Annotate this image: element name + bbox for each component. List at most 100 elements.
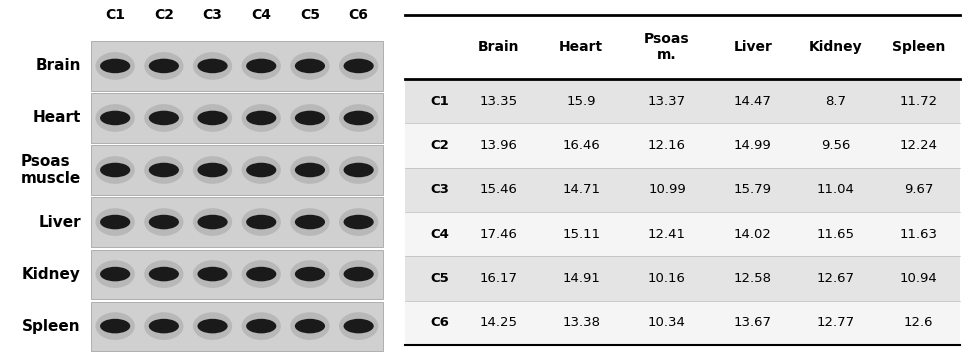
Ellipse shape bbox=[290, 104, 329, 132]
Ellipse shape bbox=[193, 52, 232, 80]
Bar bbox=[91, 302, 383, 351]
Text: 14.91: 14.91 bbox=[562, 272, 600, 285]
Ellipse shape bbox=[290, 208, 329, 236]
Text: Kidney: Kidney bbox=[22, 266, 81, 282]
Text: 11.72: 11.72 bbox=[899, 95, 938, 107]
Text: 14.02: 14.02 bbox=[734, 228, 771, 241]
Text: Heart: Heart bbox=[560, 40, 603, 54]
Ellipse shape bbox=[100, 319, 130, 333]
Ellipse shape bbox=[339, 260, 378, 288]
Text: 14.99: 14.99 bbox=[734, 139, 771, 152]
Ellipse shape bbox=[95, 312, 135, 340]
Bar bbox=[91, 93, 383, 143]
Text: 14.25: 14.25 bbox=[480, 316, 517, 329]
Text: C6: C6 bbox=[430, 316, 449, 329]
Ellipse shape bbox=[148, 163, 179, 177]
Text: 12.41: 12.41 bbox=[648, 228, 686, 241]
Ellipse shape bbox=[148, 59, 179, 73]
Text: 13.96: 13.96 bbox=[480, 139, 517, 152]
Text: 13.37: 13.37 bbox=[648, 95, 686, 107]
Ellipse shape bbox=[144, 260, 184, 288]
Text: 10.99: 10.99 bbox=[648, 183, 686, 196]
Text: Liver: Liver bbox=[39, 215, 81, 229]
Ellipse shape bbox=[247, 215, 276, 229]
Ellipse shape bbox=[247, 111, 276, 125]
Text: C1: C1 bbox=[430, 95, 449, 107]
Bar bbox=[405, 79, 960, 123]
Text: 12.6: 12.6 bbox=[904, 316, 933, 329]
Ellipse shape bbox=[197, 267, 227, 281]
Text: 12.77: 12.77 bbox=[817, 316, 855, 329]
Ellipse shape bbox=[197, 59, 227, 73]
Text: Liver: Liver bbox=[734, 40, 772, 54]
Text: 16.46: 16.46 bbox=[562, 139, 600, 152]
Ellipse shape bbox=[290, 52, 329, 80]
Text: Spleen: Spleen bbox=[892, 40, 946, 54]
Ellipse shape bbox=[247, 59, 276, 73]
Text: C5: C5 bbox=[430, 272, 449, 285]
Ellipse shape bbox=[242, 260, 281, 288]
Text: 8.7: 8.7 bbox=[825, 95, 846, 107]
Ellipse shape bbox=[290, 260, 329, 288]
Ellipse shape bbox=[100, 215, 130, 229]
Ellipse shape bbox=[95, 260, 135, 288]
Ellipse shape bbox=[242, 312, 281, 340]
Bar bbox=[405, 212, 960, 256]
Ellipse shape bbox=[339, 156, 378, 184]
Text: C1: C1 bbox=[105, 8, 125, 22]
Ellipse shape bbox=[193, 156, 232, 184]
Text: 13.35: 13.35 bbox=[480, 95, 517, 107]
Ellipse shape bbox=[193, 104, 232, 132]
Bar bbox=[91, 197, 383, 246]
Ellipse shape bbox=[100, 59, 130, 73]
Text: 11.04: 11.04 bbox=[817, 183, 855, 196]
Text: 13.38: 13.38 bbox=[562, 316, 600, 329]
Text: C3: C3 bbox=[430, 183, 449, 196]
Bar bbox=[91, 146, 383, 195]
Ellipse shape bbox=[339, 104, 378, 132]
Ellipse shape bbox=[242, 208, 281, 236]
Ellipse shape bbox=[247, 163, 276, 177]
Text: 14.71: 14.71 bbox=[562, 183, 600, 196]
Bar bbox=[91, 41, 383, 90]
Ellipse shape bbox=[344, 111, 374, 125]
Ellipse shape bbox=[290, 312, 329, 340]
Ellipse shape bbox=[95, 104, 135, 132]
Text: Psoas
m.: Psoas m. bbox=[644, 32, 690, 62]
Text: Psoas
muscle: Psoas muscle bbox=[20, 154, 81, 186]
Text: C2: C2 bbox=[154, 8, 174, 22]
Ellipse shape bbox=[144, 312, 184, 340]
Text: 12.58: 12.58 bbox=[734, 272, 771, 285]
Ellipse shape bbox=[290, 156, 329, 184]
Ellipse shape bbox=[148, 111, 179, 125]
Text: 10.16: 10.16 bbox=[648, 272, 686, 285]
Ellipse shape bbox=[193, 312, 232, 340]
Ellipse shape bbox=[295, 215, 325, 229]
Bar bbox=[405, 168, 960, 212]
Text: 13.67: 13.67 bbox=[734, 316, 771, 329]
Ellipse shape bbox=[193, 208, 232, 236]
Ellipse shape bbox=[197, 111, 227, 125]
Ellipse shape bbox=[148, 267, 179, 281]
Bar bbox=[405, 123, 960, 168]
Text: 12.24: 12.24 bbox=[899, 139, 938, 152]
Ellipse shape bbox=[95, 208, 135, 236]
Ellipse shape bbox=[197, 319, 227, 333]
Ellipse shape bbox=[247, 319, 276, 333]
Text: C4: C4 bbox=[251, 8, 272, 22]
Bar bbox=[405, 301, 960, 345]
Ellipse shape bbox=[144, 104, 184, 132]
Text: 15.11: 15.11 bbox=[562, 228, 600, 241]
Text: C5: C5 bbox=[299, 8, 320, 22]
Text: C6: C6 bbox=[349, 8, 369, 22]
Text: Brain: Brain bbox=[36, 58, 81, 73]
Text: Brain: Brain bbox=[478, 40, 519, 54]
Ellipse shape bbox=[242, 156, 281, 184]
Ellipse shape bbox=[344, 163, 374, 177]
Ellipse shape bbox=[100, 111, 130, 125]
Ellipse shape bbox=[148, 319, 179, 333]
Text: 10.94: 10.94 bbox=[899, 272, 938, 285]
Ellipse shape bbox=[344, 59, 374, 73]
Ellipse shape bbox=[344, 215, 374, 229]
Ellipse shape bbox=[144, 52, 184, 80]
